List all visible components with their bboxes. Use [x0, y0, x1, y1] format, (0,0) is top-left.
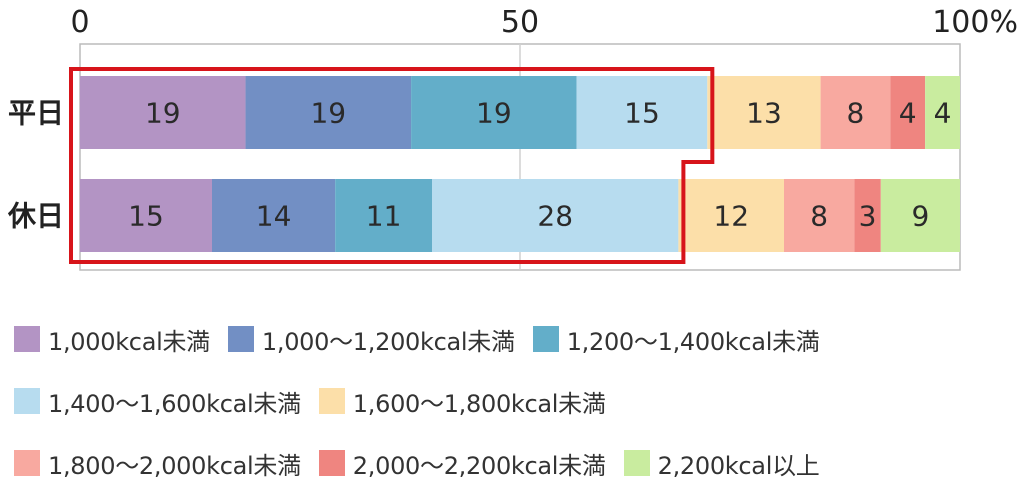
- legend-row: 1,000kcal未満 1,000〜1,200kcal未満 1,200〜1,400k…: [14, 308, 1024, 370]
- legend-label: 2,000〜2,200kcal未満: [352, 451, 606, 480]
- bar-segment: [820, 76, 891, 149]
- data-label: 19: [310, 97, 346, 130]
- legend-label: 1,000〜1,200kcal未満: [261, 327, 515, 356]
- data-label: 19: [476, 97, 512, 130]
- data-label: 28: [537, 200, 573, 233]
- bar-segment: [854, 179, 881, 252]
- legend-swatch: [532, 326, 559, 352]
- data-label: 15: [624, 97, 660, 130]
- legend-swatch: [318, 450, 345, 476]
- legend-swatch: [14, 326, 40, 352]
- legend-item: 1,800〜2,000kcal未満: [14, 446, 301, 481]
- legend-item: 2,200kcal以上: [623, 446, 820, 481]
- legend-label: 1,400〜1,600kcal未満: [48, 389, 301, 418]
- legend-item: 1,000kcal未満: [14, 322, 210, 357]
- x-tick-label: 0: [70, 5, 89, 40]
- bar-segment: [576, 76, 708, 149]
- data-label: 9: [911, 200, 929, 233]
- bar-segment: [411, 76, 577, 149]
- legend-label: 2,200kcal以上: [657, 451, 820, 480]
- bar-segment: [890, 76, 926, 149]
- category-label: 平日: [8, 97, 64, 130]
- bar-segment: [335, 179, 432, 252]
- bar-segment: [432, 179, 679, 252]
- data-label: 3: [859, 200, 877, 233]
- legend-item: 1,600〜1,800kcal未満: [318, 384, 606, 419]
- legend-swatch: [623, 450, 650, 476]
- bar-segment: [784, 179, 855, 252]
- data-label: 11: [366, 200, 402, 233]
- legend-item: 1,000〜1,200kcal未満: [227, 322, 515, 357]
- x-tick-label: 100%: [932, 5, 1018, 40]
- data-label: 14: [256, 200, 292, 233]
- data-label: 4: [899, 97, 917, 130]
- bar-segment: [80, 76, 246, 149]
- legend-label: 1,600〜1,800kcal未満: [352, 389, 606, 418]
- legend-swatch: [318, 388, 345, 414]
- legend-label: 1,200〜1,400kcal未満: [566, 327, 820, 356]
- legend-label: 1,800〜2,000kcal未満: [48, 451, 301, 480]
- legend-row: 1,800〜2,000kcal未満 2,000〜2,200kcal未満 2,200k…: [14, 432, 1024, 494]
- data-label: 15: [128, 200, 164, 233]
- data-label: 19: [145, 97, 181, 130]
- bar-segment: [212, 179, 336, 252]
- legend-row: 1,400〜1,600kcal未満 1,600〜1,800kcal未満: [14, 370, 1024, 432]
- bar-segment: [707, 76, 821, 149]
- data-label: 12: [713, 200, 749, 233]
- stacked-bar-chart: 0 50 100% 平日 19 19 19 15 13 8 4 4休日 15 14 11 28 12 8 3 9: [7, 5, 1018, 271]
- legend-swatch: [227, 326, 254, 352]
- bar-segment: [678, 179, 784, 252]
- legend-label: 1,000kcal未満: [48, 327, 210, 356]
- data-label: 8: [847, 97, 865, 130]
- legend-item: 1,400〜1,600kcal未満: [14, 384, 301, 419]
- highlight-outline: [69, 67, 715, 264]
- legend-item: 2,000〜2,200kcal未満: [318, 446, 606, 481]
- data-label: 13: [746, 97, 782, 130]
- legend-item: 1,200〜1,400kcal未満: [532, 322, 820, 357]
- legend: 1,000kcal未満 1,000〜1,200kcal未満 1,200〜1,400k…: [14, 308, 1024, 494]
- data-label: 8: [810, 200, 828, 233]
- bar-segment: [245, 76, 412, 149]
- legend-swatch: [14, 450, 40, 476]
- x-tick-label: 50: [501, 5, 539, 40]
- bar-segment: [925, 76, 960, 149]
- bar-segment: [80, 179, 212, 252]
- data-label: 4: [934, 97, 952, 130]
- category-label: 休日: [7, 200, 64, 233]
- legend-swatch: [14, 388, 40, 414]
- bar-segment: [880, 179, 960, 252]
